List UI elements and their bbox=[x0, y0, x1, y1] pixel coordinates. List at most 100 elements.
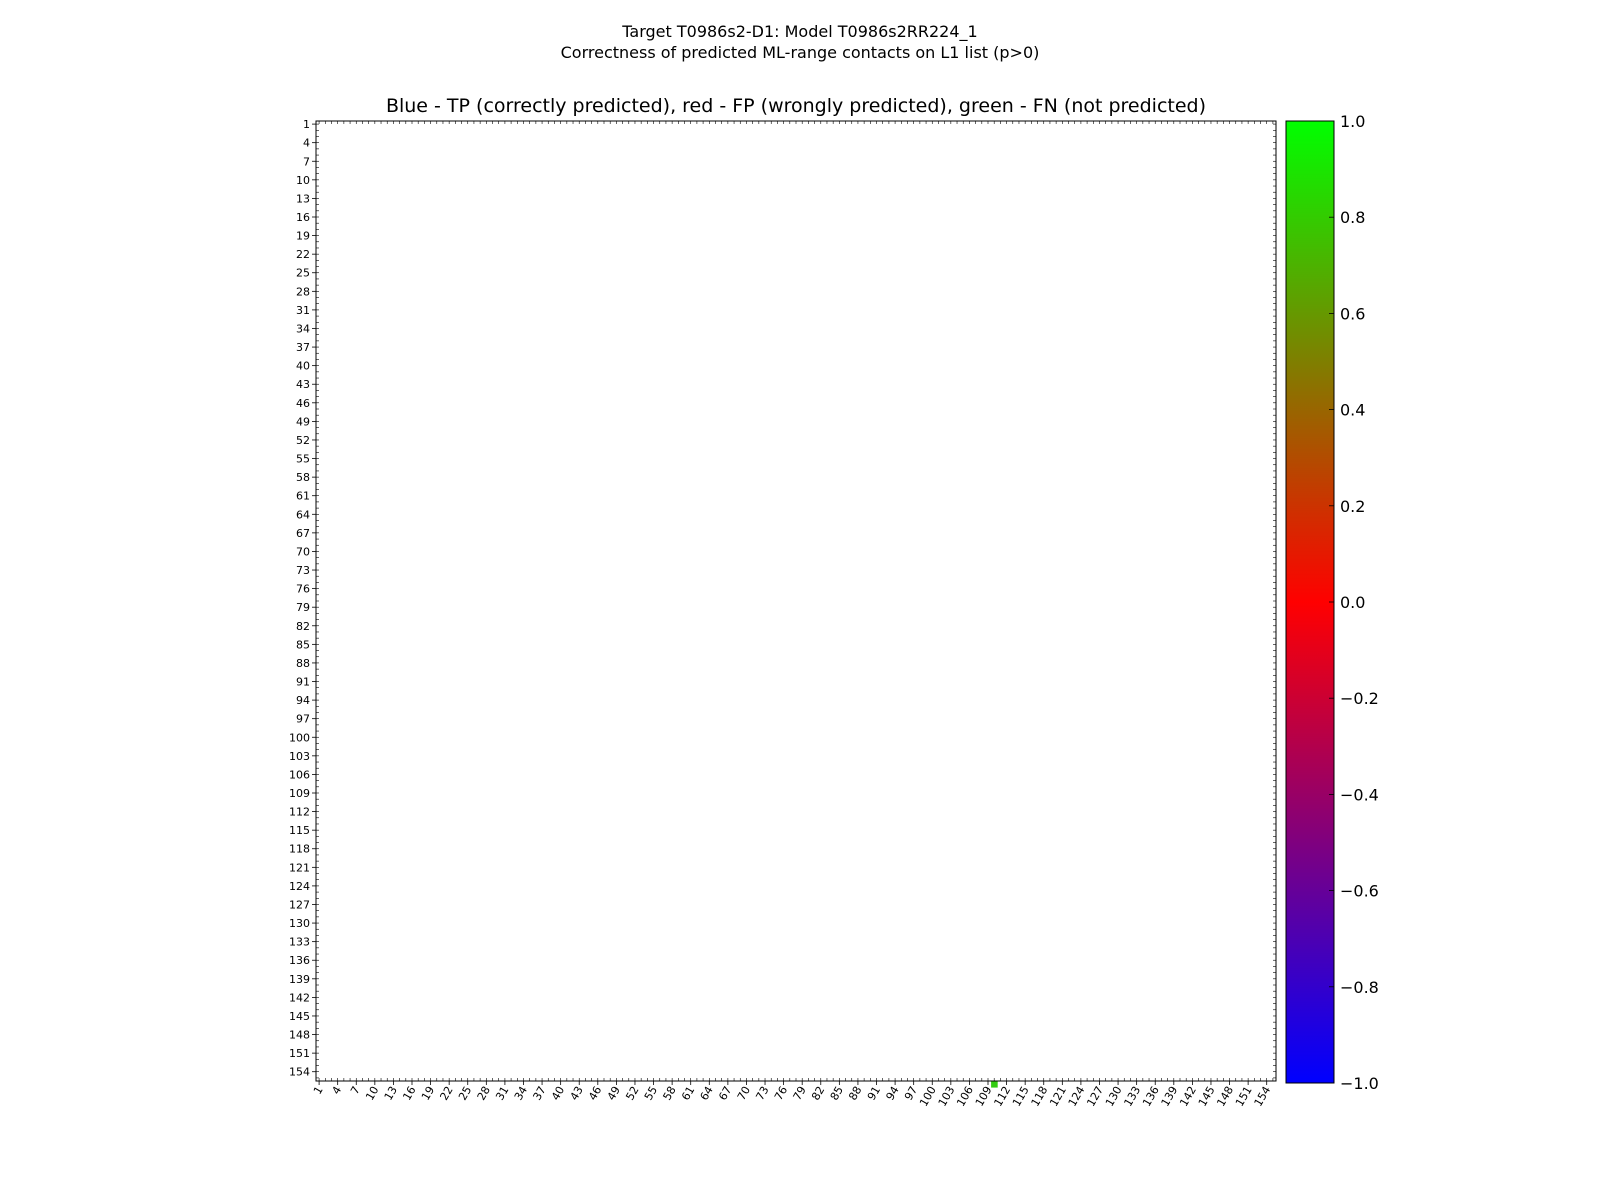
contact-cell-fn bbox=[991, 1081, 998, 1088]
y-tick-label: 100 bbox=[289, 731, 310, 744]
x-tick-label: 127 bbox=[1084, 1084, 1106, 1109]
x-tick-label: 88 bbox=[846, 1084, 864, 1103]
y-tick-label: 85 bbox=[296, 638, 310, 651]
x-tick-label: 10 bbox=[363, 1084, 381, 1103]
x-tick-label: 145 bbox=[1196, 1084, 1218, 1109]
x-tick-label: 115 bbox=[1010, 1084, 1032, 1109]
y-tick-label: 142 bbox=[289, 991, 310, 1004]
x-tick-label: 22 bbox=[438, 1084, 456, 1103]
y-tick-label: 106 bbox=[289, 768, 310, 781]
x-tick-label: 109 bbox=[973, 1084, 995, 1109]
y-tick-label: 133 bbox=[289, 936, 310, 949]
y-tick-label: 79 bbox=[296, 601, 310, 614]
y-tick-label: 19 bbox=[296, 230, 310, 243]
y-tick-label: 28 bbox=[296, 285, 310, 298]
x-tick-label: 82 bbox=[809, 1084, 827, 1103]
figure-title-line-2: Correctness of predicted ML-range contac… bbox=[560, 43, 1040, 62]
y-tick-label: 115 bbox=[289, 824, 310, 837]
colorbar-tick-label: 1.0 bbox=[1340, 112, 1365, 131]
x-tick-label: 64 bbox=[698, 1084, 716, 1103]
y-tick-label: 151 bbox=[289, 1047, 310, 1060]
x-tick-label: 43 bbox=[568, 1084, 586, 1103]
y-tick-label: 91 bbox=[296, 676, 310, 689]
x-tick-label: 58 bbox=[660, 1084, 678, 1103]
x-tick-label: 67 bbox=[716, 1084, 734, 1103]
y-tick-label: 16 bbox=[296, 211, 310, 224]
colorbar-tick-label: −0.2 bbox=[1340, 689, 1379, 708]
y-tick-label: 112 bbox=[289, 806, 310, 819]
y-tick-label: 139 bbox=[289, 973, 310, 986]
y-tick-label: 88 bbox=[296, 657, 310, 670]
x-tick-label: 139 bbox=[1159, 1084, 1181, 1109]
x-tick-label: 4 bbox=[330, 1084, 345, 1097]
colorbar-tick-label: 0.0 bbox=[1340, 593, 1365, 612]
x-tick-label: 31 bbox=[493, 1084, 511, 1103]
y-tick-label: 43 bbox=[296, 378, 310, 391]
colorbar-tick-label: 0.6 bbox=[1340, 304, 1365, 323]
plot-axes: 1 4 7 10 13 16 19 22 25 28 31 34 37 40 43 46 49 52 55 58 61 6… bbox=[289, 118, 1277, 1109]
x-tick-label: 124 bbox=[1066, 1084, 1088, 1109]
y-tick-label: 121 bbox=[289, 861, 310, 874]
x-tick-label: 40 bbox=[549, 1084, 567, 1103]
x-tick-label: 73 bbox=[753, 1084, 771, 1103]
y-tick-label: 154 bbox=[289, 1066, 310, 1079]
x-tick-label: 61 bbox=[679, 1084, 697, 1103]
y-tick-label: 10 bbox=[296, 174, 310, 187]
x-tick-label: 55 bbox=[642, 1084, 660, 1103]
x-tick-label: 19 bbox=[419, 1084, 437, 1103]
y-tick-label: 70 bbox=[296, 545, 310, 558]
x-tick-label: 148 bbox=[1214, 1084, 1236, 1109]
y-tick-label: 67 bbox=[296, 527, 310, 540]
colorbar-tick-label: −0.4 bbox=[1340, 785, 1379, 804]
y-tick-label: 52 bbox=[296, 434, 310, 447]
x-tick-label: 154 bbox=[1252, 1084, 1274, 1109]
x-tick-label: 142 bbox=[1177, 1084, 1199, 1109]
y-tick-label: 37 bbox=[296, 341, 310, 354]
y-tick-label: 61 bbox=[296, 490, 310, 503]
x-tick-label: 151 bbox=[1233, 1084, 1255, 1109]
y-tick-label: 4 bbox=[303, 137, 310, 150]
y-tick-label: 94 bbox=[296, 694, 310, 707]
x-tick-label: 91 bbox=[865, 1084, 883, 1103]
colorbar-tick-label: −0.8 bbox=[1340, 978, 1379, 997]
y-tick-label: 22 bbox=[296, 248, 310, 261]
x-tick-label: 46 bbox=[586, 1084, 604, 1103]
colorbar-tick-label: −0.6 bbox=[1340, 882, 1379, 901]
y-tick-label: 76 bbox=[296, 583, 310, 596]
y-tick-label: 103 bbox=[289, 750, 310, 763]
y-tick-label: 25 bbox=[296, 267, 310, 280]
x-tick-label: 136 bbox=[1140, 1084, 1162, 1109]
x-tick-label: 25 bbox=[456, 1084, 474, 1103]
y-tick-label: 40 bbox=[296, 360, 310, 373]
y-tick-label: 64 bbox=[296, 508, 310, 521]
x-tick-label: 79 bbox=[791, 1084, 809, 1103]
y-tick-label: 58 bbox=[296, 471, 310, 484]
figure-title-line-1: Target T0986s2-D1: Model T0986s2RR224_1 bbox=[622, 22, 978, 41]
plot-title: Blue - TP (correctly predicted), red - F… bbox=[385, 95, 1207, 117]
y-tick-label: 7 bbox=[303, 155, 310, 168]
y-tick-label: 97 bbox=[296, 713, 310, 726]
x-tick-label: 13 bbox=[382, 1084, 400, 1103]
plot-area bbox=[316, 121, 1276, 1081]
colorbar-gradient bbox=[1285, 120, 1335, 1084]
x-tick-label: 85 bbox=[828, 1084, 846, 1103]
x-tick-label: 118 bbox=[1029, 1084, 1051, 1109]
y-tick-label: 82 bbox=[296, 620, 310, 633]
y-tick-label: 55 bbox=[296, 453, 310, 466]
x-tick-label: 34 bbox=[512, 1084, 530, 1103]
y-tick-label: 145 bbox=[289, 1010, 310, 1023]
y-tick-label: 118 bbox=[289, 843, 310, 856]
x-tick-label: 94 bbox=[883, 1084, 901, 1103]
x-tick-label: 52 bbox=[623, 1084, 641, 1103]
x-tick-label: 1 bbox=[311, 1084, 326, 1097]
y-tick-label: 130 bbox=[289, 917, 310, 930]
colorbar-tick-label: 0.4 bbox=[1340, 401, 1365, 420]
y-tick-label: 148 bbox=[289, 1029, 310, 1042]
x-tick-label: 76 bbox=[772, 1084, 790, 1103]
x-tick-label: 133 bbox=[1121, 1084, 1143, 1109]
y-tick-label: 73 bbox=[296, 564, 310, 577]
x-tick-label: 97 bbox=[902, 1084, 920, 1103]
y-tick-label: 127 bbox=[289, 898, 310, 911]
x-tick-label: 7 bbox=[348, 1084, 363, 1097]
